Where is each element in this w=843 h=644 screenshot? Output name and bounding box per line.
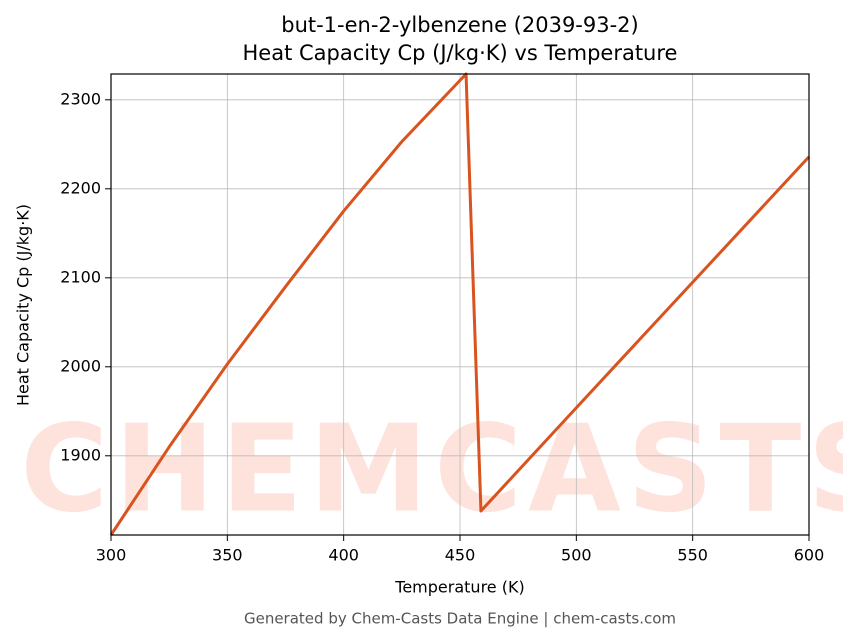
chart-subtitle: Heat Capacity Cp (J/kg·K) vs Temperature (243, 41, 678, 65)
x-tick-label: 300 (96, 546, 127, 565)
y-tick-label: 1900 (60, 445, 101, 464)
x-tick-label: 550 (677, 546, 708, 565)
y-tick-label: 2200 (60, 178, 101, 197)
y-tick-label: 2100 (60, 267, 101, 286)
chart-title: but-1-en-2-ylbenzene (2039-93-2) (281, 13, 639, 37)
x-tick-label: 600 (794, 546, 825, 565)
y-tick-label: 2300 (60, 89, 101, 108)
x-tick-label: 350 (212, 546, 243, 565)
footer: Generated by Chem-Casts Data Engine | ch… (244, 610, 676, 628)
y-axis-label: Heat Capacity Cp (J/kg·K) (14, 204, 33, 406)
data-line (109, 72, 811, 536)
x-tick-label: 500 (561, 546, 592, 565)
plot-frame (110, 73, 810, 536)
x-tick-label: 450 (445, 546, 476, 565)
x-tick-label: 400 (328, 546, 359, 565)
x-axis-label: Temperature (K) (394, 578, 524, 597)
watermark: CHEMCASTS (20, 401, 843, 540)
y-tick-label: 2000 (60, 356, 101, 375)
